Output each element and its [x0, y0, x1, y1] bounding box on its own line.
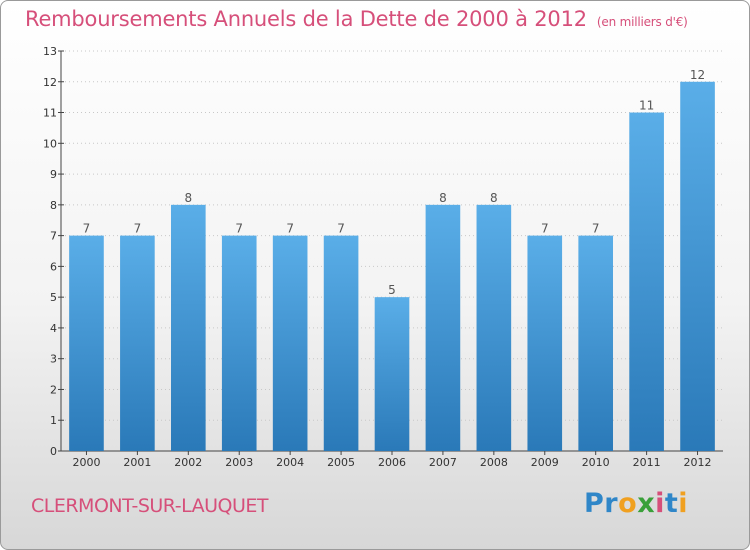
y-tick-label: 5 — [50, 291, 57, 304]
data-label: 7 — [592, 222, 600, 236]
data-label: 12 — [690, 68, 705, 82]
y-tick-label: 0 — [50, 445, 57, 458]
y-tick-label: 1 — [50, 414, 57, 427]
data-label: 7 — [337, 222, 345, 236]
unit-note: (en milliers d'€) — [596, 15, 688, 29]
bar — [120, 235, 155, 451]
y-tick-label: 11 — [43, 107, 57, 120]
proxiti-logo: Proxiti — [584, 488, 688, 519]
y-tick-label: 2 — [50, 383, 57, 396]
chart-title: Remboursements Annuels de la Dette de 20… — [25, 7, 688, 31]
x-tick-label: 2007 — [429, 456, 457, 469]
logo-letter: i — [678, 488, 689, 519]
bar — [476, 204, 512, 451]
y-tick-label: 13 — [43, 45, 57, 58]
x-tick-label: 2005 — [327, 456, 355, 469]
y-tick-label: 12 — [43, 76, 57, 89]
data-label: 8 — [184, 191, 192, 205]
data-label: 7 — [235, 222, 243, 236]
logo-letter: x — [637, 488, 656, 519]
x-tick-label: 2001 — [123, 456, 151, 469]
logo-letter: o — [618, 488, 638, 519]
x-tick-label: 2008 — [480, 456, 508, 469]
x-tick-label: 2000 — [72, 456, 100, 469]
bar — [374, 297, 410, 451]
x-tick-label: 2002 — [174, 456, 202, 469]
y-tick-label: 3 — [50, 353, 57, 366]
bar — [170, 204, 206, 451]
data-label: 11 — [639, 99, 654, 113]
chart-title-text: Remboursements Annuels de la Dette de 20… — [25, 7, 587, 31]
x-tick-label: 2009 — [531, 456, 559, 469]
data-label: 7 — [541, 222, 549, 236]
y-tick-label: 4 — [50, 322, 57, 335]
bar — [680, 81, 715, 452]
data-label: 8 — [439, 191, 447, 205]
y-tick-label: 6 — [50, 260, 57, 273]
y-tick-label: 8 — [50, 199, 57, 212]
x-tick-label: 2003 — [225, 456, 253, 469]
data-label: 7 — [286, 222, 294, 236]
bar — [323, 235, 359, 451]
bar — [527, 235, 563, 451]
y-tick-label: 7 — [50, 230, 57, 243]
commune-name: CLERMONT-SUR-LAUQUET — [31, 495, 269, 517]
bar — [425, 204, 461, 451]
bar — [578, 235, 614, 451]
logo-letter: P — [584, 488, 605, 519]
data-label: 7 — [134, 222, 142, 236]
logo-letter: r — [604, 488, 619, 519]
y-tick-label: 9 — [50, 168, 57, 181]
x-tick-label: 2011 — [633, 456, 661, 469]
data-label: 8 — [490, 191, 498, 205]
y-tick-label: 10 — [43, 137, 57, 150]
x-tick-label: 2004 — [276, 456, 304, 469]
logo-letter: t — [664, 488, 679, 519]
bar — [69, 235, 104, 451]
x-tick-label: 2010 — [582, 456, 610, 469]
x-tick-label: 2012 — [684, 456, 712, 469]
bar — [221, 235, 257, 451]
x-tick-label: 2006 — [378, 456, 406, 469]
data-label: 7 — [83, 222, 91, 236]
bar — [629, 112, 664, 452]
logo-letter: i — [655, 488, 665, 519]
data-label: 5 — [388, 283, 396, 297]
bar — [272, 235, 308, 451]
